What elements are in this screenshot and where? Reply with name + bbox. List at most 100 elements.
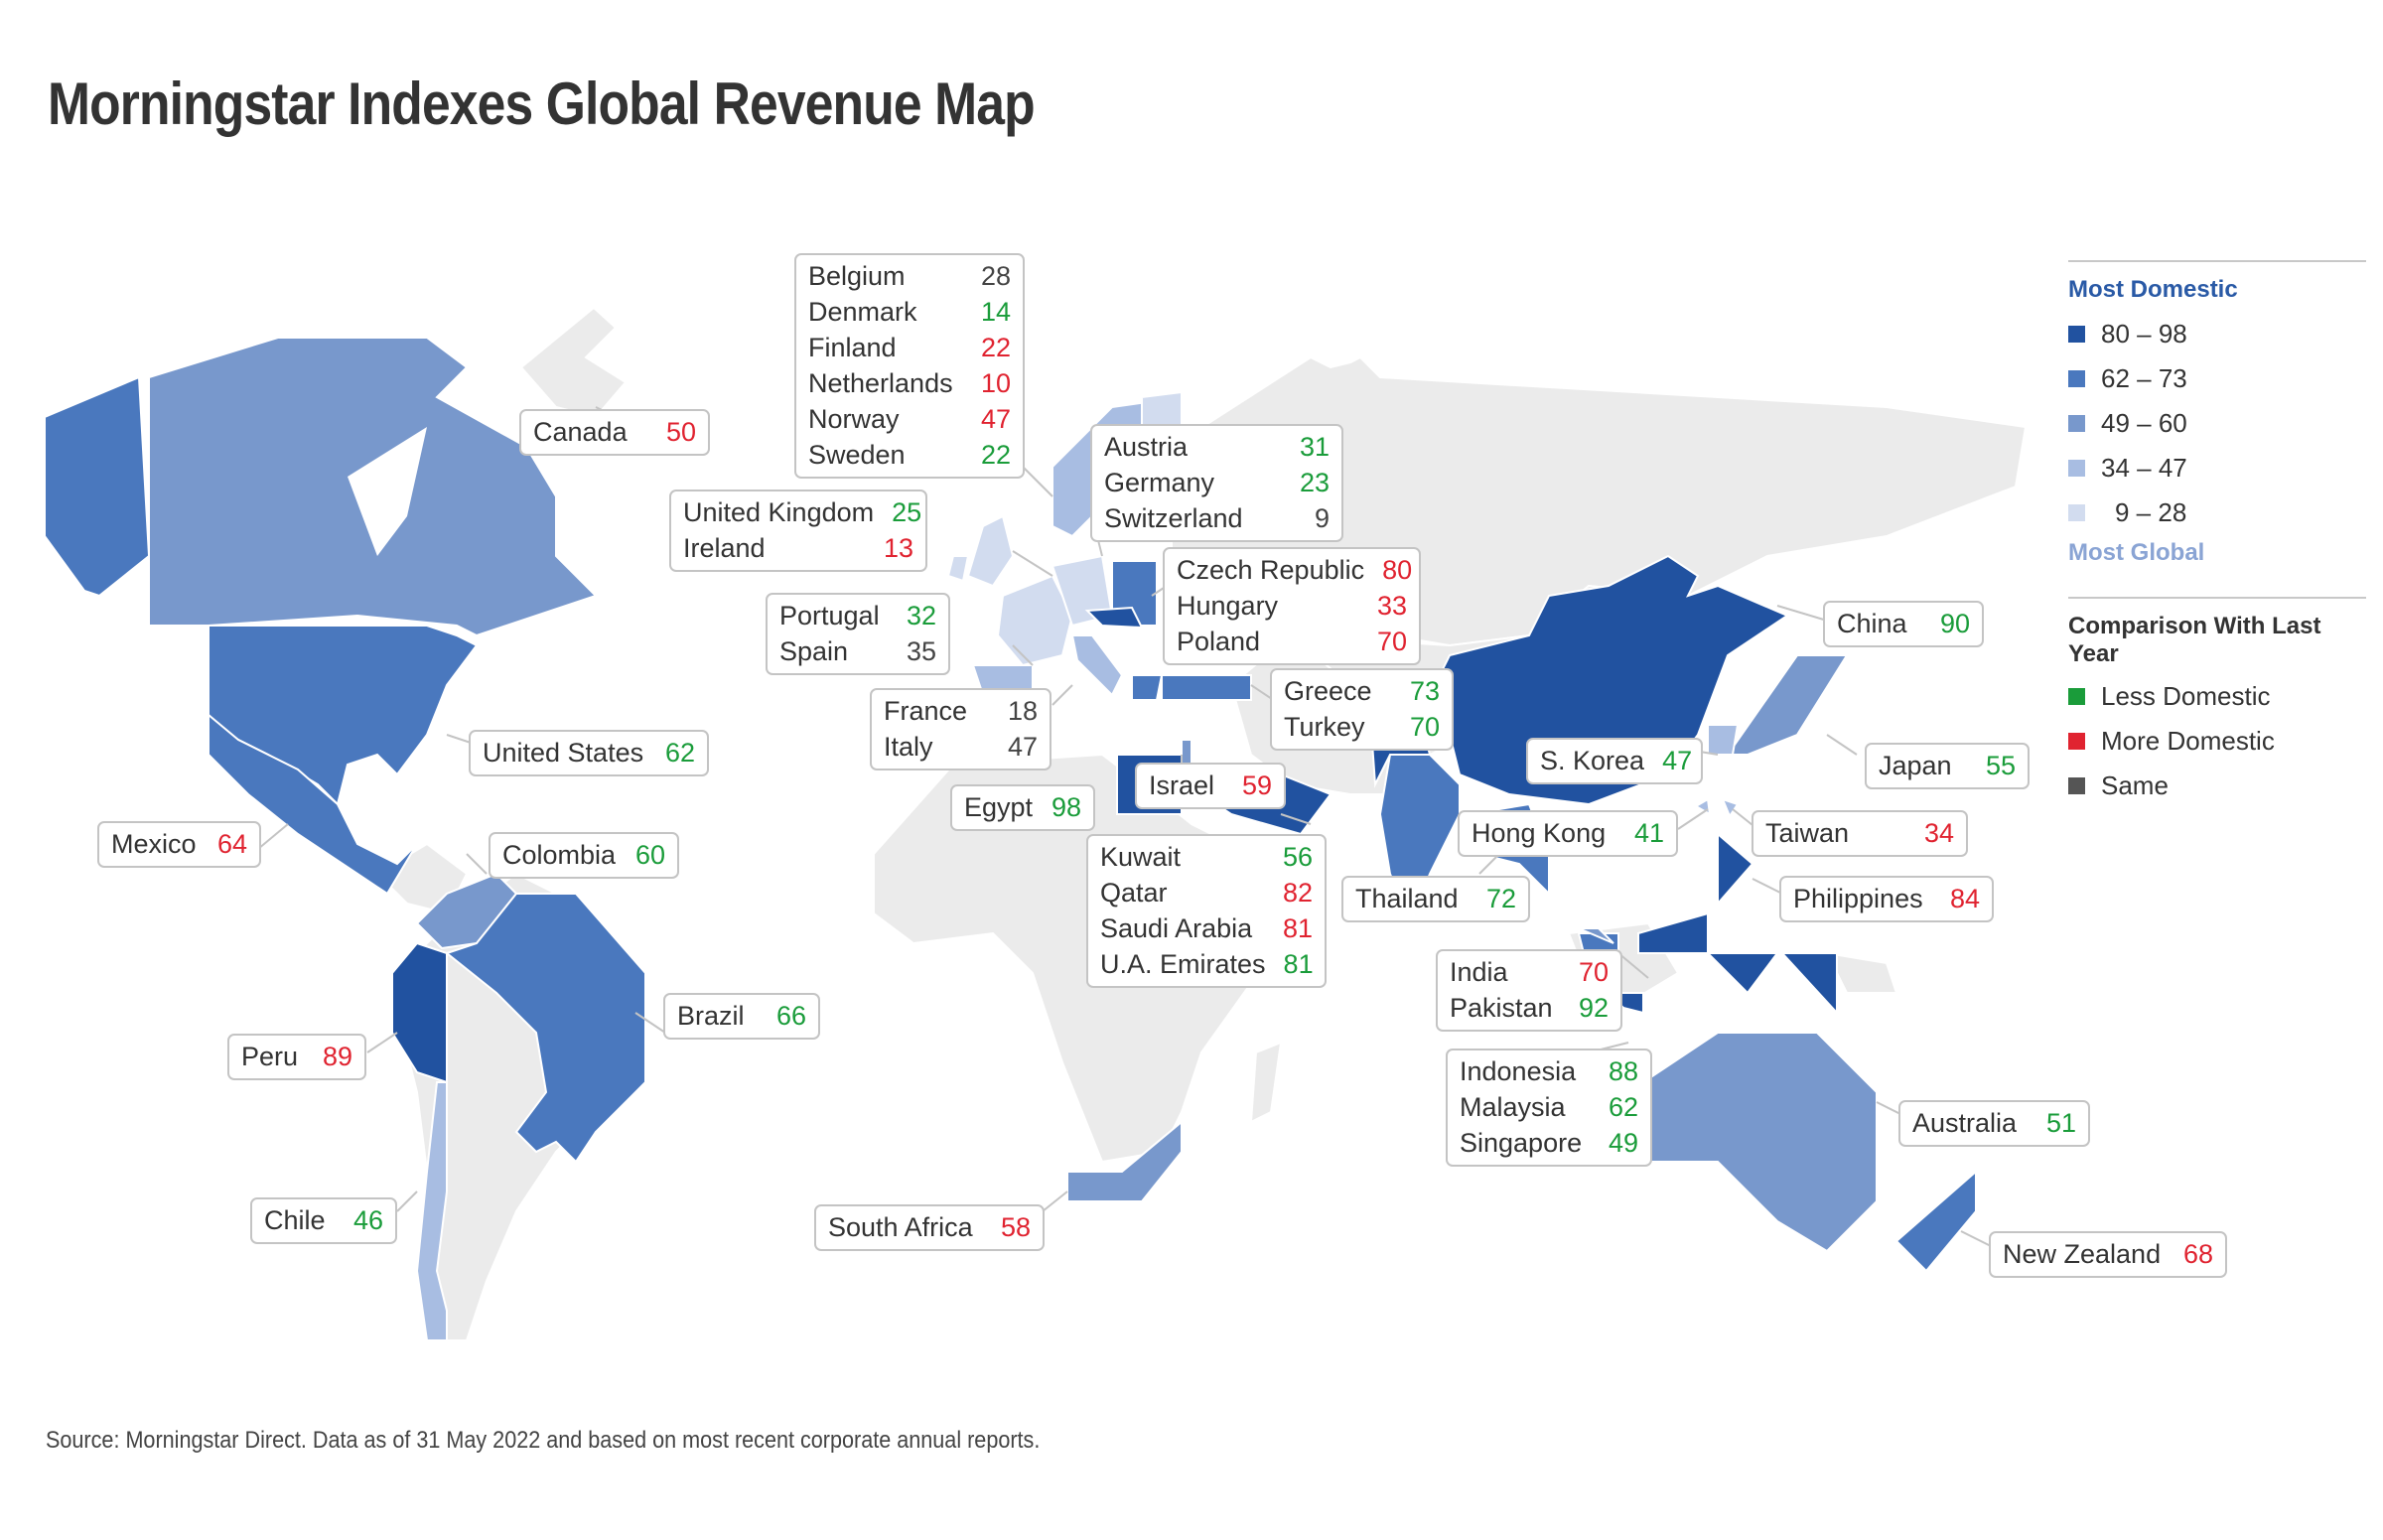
callout-australia: Australia 51 (1898, 1100, 2090, 1147)
country-row: India 70 (1450, 954, 1609, 990)
country-row: Hong Kong 41 (1472, 815, 1664, 851)
callout-france-italy: France 18 Italy 47 (870, 688, 1051, 770)
country-row: Saudi Arabia 81 (1100, 910, 1313, 946)
country-row: Germany 23 (1104, 465, 1330, 500)
country-value: 60 (634, 840, 665, 870)
country-value: 28 (980, 261, 1011, 291)
indonesia-shape (1637, 911, 1709, 954)
country-name: Qatar (1100, 878, 1168, 908)
callout-peru: Peru 89 (227, 1034, 366, 1080)
country-name: China (1837, 609, 1907, 638)
country-name: Ireland (683, 533, 766, 563)
country-name: Netherlands (808, 368, 953, 398)
legend-most-global: Most Global (2068, 539, 2205, 566)
country-row: Czech Republic 80 (1177, 552, 1412, 588)
country-name: Austria (1104, 432, 1189, 462)
legend-bucket-4: 34 – 47 (2068, 446, 2366, 490)
country-name: India (1450, 957, 1508, 987)
country-name: Switzerland (1104, 503, 1243, 533)
swatch-icon (2068, 370, 2085, 387)
country-value: 55 (1985, 751, 2016, 780)
callout-indonesia-malaysia: Indonesia 88 Malaysia 62 Singapore 49 (1446, 1049, 1652, 1167)
country-value: 22 (980, 333, 1011, 362)
legend: Most Domestic 80 – 98 62 – 73 49 – 60 34… (2068, 260, 2366, 808)
country-name: Hungary (1177, 591, 1279, 621)
country-name: Pakistan (1450, 993, 1553, 1023)
country-row: Italy 47 (884, 729, 1038, 765)
korea-shape (1707, 724, 1740, 756)
country-value: 89 (322, 1042, 352, 1071)
legend-more-domestic: More Domestic (2068, 719, 2366, 764)
country-row: Ireland 13 (683, 530, 913, 566)
swatch-icon (2068, 733, 2085, 750)
country-value: 80 (1382, 555, 1413, 585)
country-value: 31 (1299, 432, 1330, 462)
callout-japan: Japan 55 (1865, 743, 2030, 789)
country-row: Chile 46 (264, 1202, 383, 1238)
swatch-icon (2068, 504, 2085, 521)
country-name: Australia (1912, 1108, 2018, 1138)
country-row: Portugal 32 (779, 598, 936, 633)
country-name: Taiwan (1765, 818, 1850, 848)
country-name: Hong Kong (1472, 818, 1607, 848)
legend-less-domestic: Less Domestic (2068, 674, 2366, 719)
country-row: South Africa 58 (828, 1209, 1031, 1245)
japan-shape (1726, 654, 1849, 756)
country-row: Qatar 82 (1100, 875, 1313, 910)
brazil-shape (444, 893, 646, 1164)
country-row: Brazil 66 (677, 998, 806, 1034)
swatch-icon (2068, 688, 2085, 705)
ireland-shape (946, 555, 970, 583)
callout-chile: Chile 46 (250, 1197, 397, 1244)
legend-bucket-3: 49 – 60 (2068, 401, 2366, 446)
country-value: 81 (1283, 949, 1314, 979)
callout-south-africa: South Africa 58 (814, 1204, 1045, 1251)
legend-bucket-label: 49 – 60 (2101, 408, 2187, 438)
country-row: Singapore 49 (1460, 1125, 1638, 1161)
legend-top-rule (2068, 260, 2366, 262)
country-name: Italy (884, 732, 933, 762)
country-value: 92 (1578, 993, 1609, 1023)
country-name: Egypt (964, 792, 1034, 822)
country-row: Thailand 72 (1355, 881, 1516, 916)
country-row: New Zealand 68 (2003, 1236, 2213, 1272)
peru-shape (391, 941, 448, 1084)
legend-comparison-title: Comparison With Last Year (2068, 613, 2321, 667)
country-row: Finland 22 (808, 330, 1011, 365)
country-row: Israel 59 (1149, 768, 1272, 803)
italy-shape (1070, 634, 1124, 697)
country-name: Greece (1284, 676, 1372, 706)
country-value: 62 (664, 738, 695, 768)
country-name: Thailand (1355, 884, 1459, 913)
country-name: South Africa (828, 1212, 973, 1242)
country-row: United Kingdom 25 (683, 494, 921, 530)
callout-nordics: Belgium 28 Denmark 14 Finland 22 Netherlands 10… (794, 253, 1025, 479)
callout-dach: Austria 31 Germany 23 Switzerland 9 (1090, 424, 1343, 542)
country-value: 49 (1608, 1128, 1638, 1158)
legend-bucket-label: 9 – 28 (2115, 497, 2187, 527)
country-value: 59 (1241, 770, 1272, 800)
country-value: 47 (1662, 746, 1693, 775)
country-value: 66 (775, 1001, 806, 1031)
legend-comparison-label: Same (2101, 770, 2169, 800)
legend-same: Same (2068, 764, 2366, 808)
country-name: Canada (533, 417, 628, 447)
country-name: Belgium (808, 261, 906, 291)
callout-brazil: Brazil 66 (663, 993, 820, 1040)
country-name: Singapore (1460, 1128, 1583, 1158)
page-title: Morningstar Indexes Global Revenue Map (48, 70, 1036, 137)
taiwan-shape (1721, 797, 1740, 819)
country-row: Canada 50 (533, 414, 696, 450)
country-row: Norway 47 (808, 401, 1011, 437)
country-value: 25 (892, 497, 922, 527)
philippines-shape (1717, 831, 1754, 907)
country-row: Mexico 64 (111, 826, 247, 862)
country-row: Netherlands 10 (808, 365, 1011, 401)
country-name: Czech Republic (1177, 555, 1365, 585)
country-name: S. Korea (1540, 746, 1645, 775)
country-name: Saudi Arabia (1100, 913, 1253, 943)
country-row: Taiwan 34 (1765, 815, 1954, 851)
hudson-bay-shape (348, 427, 427, 556)
country-name: Malaysia (1460, 1092, 1566, 1122)
